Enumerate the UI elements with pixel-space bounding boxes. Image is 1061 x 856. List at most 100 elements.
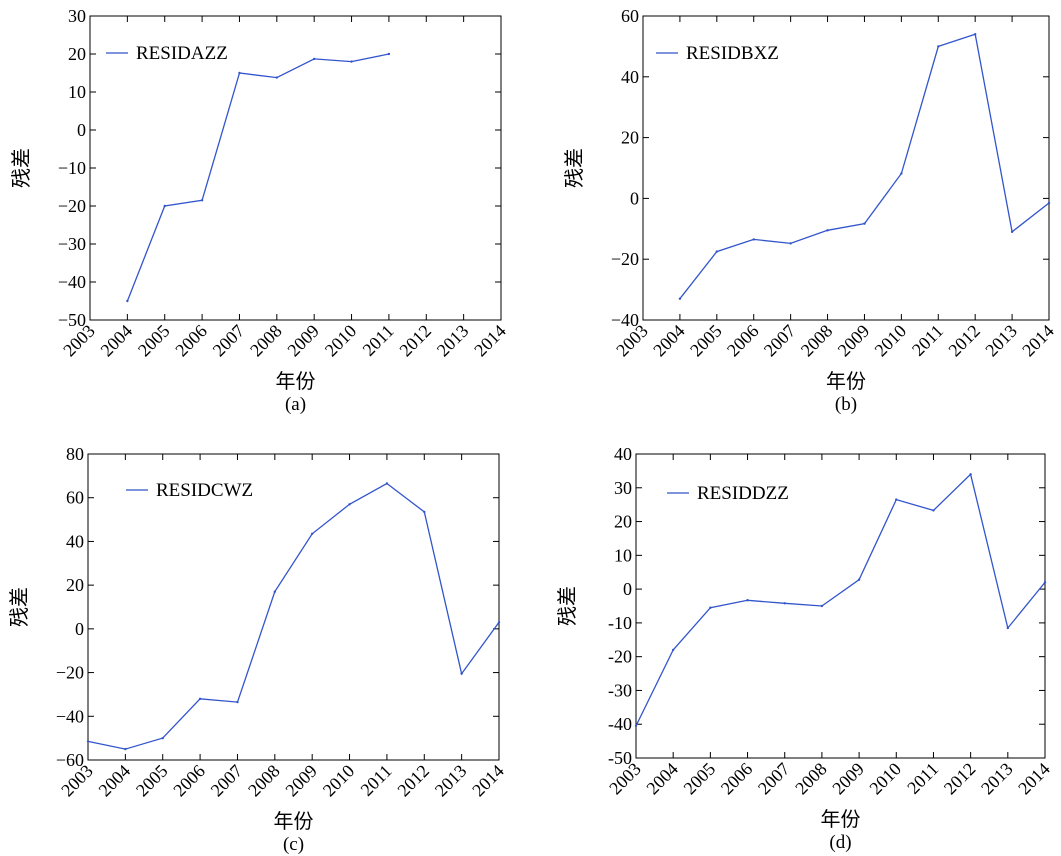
x-axis-label: 年份: [276, 370, 316, 393]
data-point: [1043, 581, 1047, 584]
data-point: [275, 76, 279, 79]
y-tick-label: -40: [608, 714, 632, 734]
y-axis-label: 残差: [8, 587, 31, 627]
x-tick-label: 2013: [981, 321, 1021, 361]
data-point: [937, 45, 940, 48]
y-tick-label: −40: [611, 310, 639, 330]
x-tick-label: 2012: [940, 759, 980, 799]
series-line: [87, 482, 500, 750]
x-tick-label: 2012: [944, 321, 984, 361]
legend-label: RESIDBXZ: [686, 43, 779, 64]
y-tick-label: 0: [630, 188, 639, 208]
panel-b: −40−200204060200320042005200620072008200…: [563, 6, 1058, 415]
x-tick-label: 2010: [871, 321, 911, 361]
series-line: [635, 473, 1046, 727]
x-tick-label: 2009: [828, 759, 868, 799]
y-tick-label: -10: [608, 613, 632, 633]
data-point: [789, 242, 792, 245]
y-tick-label: −20: [56, 663, 84, 683]
x-tick-label: 2007: [207, 761, 247, 801]
x-tick-label: 2004: [649, 321, 689, 361]
data-point: [163, 204, 166, 208]
y-tick-label: -30: [608, 680, 632, 700]
y-axis-label: 残差: [563, 148, 586, 188]
x-tick-label: 2007: [760, 321, 800, 361]
y-tick-label: −40: [58, 272, 86, 292]
x-tick-label: 2005: [134, 321, 174, 361]
x-tick-label: 2014: [470, 321, 510, 361]
plot-frame: [87, 453, 500, 761]
panel-caption: (c): [283, 834, 304, 855]
x-tick-label: 2012: [394, 761, 434, 801]
y-tick-label: 40: [66, 531, 84, 551]
x-axis-label: 年份: [274, 810, 314, 833]
y-tick-label: 30: [614, 478, 632, 498]
plot-frame: [642, 15, 1050, 321]
x-tick-label: 2009: [834, 321, 874, 361]
data-point: [678, 297, 682, 300]
y-tick-label: −20: [58, 196, 86, 216]
x-tick-label: 2009: [281, 761, 321, 801]
y-tick-label: 40: [614, 444, 632, 464]
data-point: [969, 473, 972, 476]
data-point: [310, 532, 314, 535]
data-point: [161, 736, 164, 740]
y-tick-label: 20: [68, 44, 86, 64]
x-axis-label: 年份: [821, 808, 861, 831]
x-tick-label: 2010: [319, 761, 359, 801]
data-point: [350, 60, 353, 63]
x-tick-label: 2014: [468, 761, 508, 801]
x-tick-label: 2011: [359, 321, 398, 360]
x-tick-label: 2005: [132, 761, 172, 801]
x-tick-label: 2006: [169, 761, 209, 801]
y-tick-label: 0: [75, 619, 84, 639]
x-axis-label: 年份: [826, 370, 866, 393]
data-point: [497, 621, 501, 624]
y-tick-label: 20: [614, 512, 632, 532]
x-tick-label: 2007: [209, 321, 249, 361]
y-tick-label: 10: [68, 82, 86, 102]
legend-label: RESIDDZZ: [697, 483, 789, 504]
y-tick-label: −60: [56, 750, 84, 770]
plot-frame: [635, 453, 1046, 759]
data-point: [460, 672, 463, 675]
legend-label: RESIDAZZ: [136, 43, 228, 64]
y-tick-label: 30: [68, 6, 86, 26]
data-point: [126, 299, 129, 303]
x-tick-label: 2011: [903, 759, 942, 798]
panel-caption: (a): [285, 394, 306, 415]
x-tick-label: 2008: [797, 321, 837, 361]
y-tick-label: 60: [621, 6, 639, 26]
data-point: [236, 700, 239, 704]
data-point: [348, 503, 351, 506]
data-point: [973, 33, 977, 36]
data-point: [385, 482, 389, 485]
x-tick-label: 2008: [244, 761, 284, 801]
x-tick-label: 2006: [723, 321, 763, 361]
data-point: [820, 604, 824, 608]
panel-caption: (b): [835, 394, 857, 415]
x-tick-label: 2013: [977, 759, 1017, 799]
y-axis-label: 残差: [10, 148, 33, 188]
x-tick-label: 2011: [908, 321, 947, 360]
x-tick-label: 2011: [357, 761, 396, 800]
y-tick-label: −30: [58, 234, 86, 254]
y-tick-label: 0: [77, 120, 86, 140]
data-point: [273, 590, 277, 593]
y-tick-label: 20: [66, 575, 84, 595]
data-point: [124, 747, 127, 751]
panel-caption: (d): [829, 832, 851, 853]
data-point: [387, 52, 391, 56]
data-point: [198, 697, 202, 700]
x-tick-label: 2010: [866, 759, 906, 799]
data-point: [932, 509, 935, 512]
x-tick-label: 2006: [171, 321, 211, 361]
x-tick-label: 2013: [431, 761, 471, 801]
y-tick-label: 80: [66, 444, 84, 464]
data-point: [1006, 626, 1010, 630]
panel-a: −50−40−30−20−100102030200320042005200620…: [10, 6, 510, 415]
x-tick-label: 2013: [433, 321, 473, 361]
y-tick-label: 40: [621, 67, 639, 87]
x-tick-label: 2009: [283, 321, 323, 361]
